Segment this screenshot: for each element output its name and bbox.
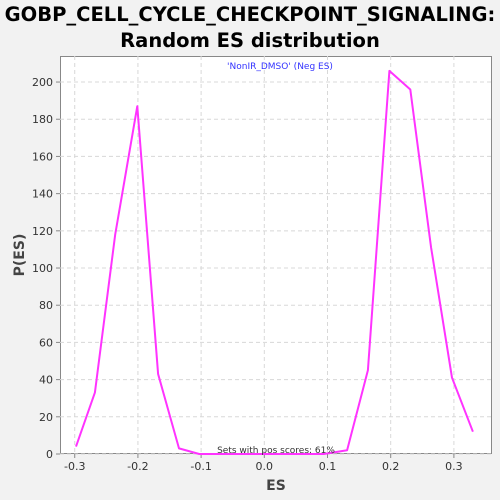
y-tick-label: 180 [32,113,53,126]
grid [60,56,492,455]
chart-title: GOBP_CELL_CYCLE_CHECKPOINT_SIGNALING: Ra… [0,2,500,54]
plot-area [60,56,492,454]
pos-score-annotation: Sets with pos scores: 61% [217,446,335,456]
y-tick-label: 0 [46,448,53,461]
legend-label: 'NonIR_DMSO' (Neg ES) [227,62,333,72]
y-tick-label: 140 [32,188,53,201]
y-tick-label: 20 [39,411,53,424]
axes: -0.3 -0.2 -0.1 0.0 0.1 0.2 0.3 0 20 40 60 80 100 120 1… [32,76,463,473]
series-line [75,69,474,455]
y-tick-label: 160 [32,150,53,163]
x-tick-label: 0.0 [256,460,274,473]
y-tick-label: 60 [39,336,53,349]
chart-title-line1: GOBP_CELL_CYCLE_CHECKPOINT_SIGNALING: [4,3,496,26]
chart-title-line2: Random ES distribution [120,29,380,52]
x-tick-label: -0.2 [127,460,148,473]
x-tick-label: 0.1 [319,460,337,473]
x-tick-label: 0.3 [445,460,463,473]
y-tick-label: 40 [39,374,53,387]
y-tick-label: 120 [32,225,53,238]
y-tick-label: 200 [32,76,53,89]
x-tick-label: -0.1 [190,460,211,473]
y-axis-label: P(ES) [12,234,28,277]
x-axis-label: ES [266,478,286,494]
y-tick-label: 100 [32,262,53,275]
series-layer [75,69,474,455]
x-tick-label: 0.2 [382,460,400,473]
x-tick-label: -0.3 [64,460,85,473]
y-tick-label: 80 [39,299,53,312]
